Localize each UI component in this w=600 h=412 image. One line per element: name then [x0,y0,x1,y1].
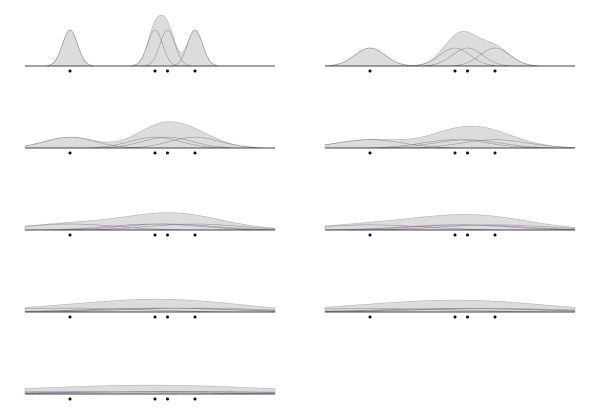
sample-point-3 [166,69,169,73]
kernel-curve-3 [324,224,576,231]
sample-point-2 [153,151,157,155]
kde-panel-8 [324,299,576,319]
sample-point-1 [68,397,72,401]
kde-panel-3 [24,121,276,155]
sample-point-2 [453,151,457,155]
sample-point-3 [466,315,469,319]
sample-point-3 [166,397,169,401]
kernel-curve-2 [24,223,276,231]
kde-panel-6 [324,214,576,237]
kernel-curve-4 [24,391,276,394]
sample-point-4 [493,151,497,155]
sample-point-3 [166,315,169,319]
kde-panel-4 [324,125,576,155]
sample-point-2 [453,233,457,237]
sample-point-4 [493,315,497,319]
sample-point-1 [368,315,372,319]
sample-point-4 [493,69,497,73]
sample-point-1 [368,233,372,237]
kernel-curve-4 [24,307,276,313]
kde-panel-1 [25,14,275,73]
kde-panel-5 [24,212,276,237]
sample-point-2 [153,315,157,319]
kernel-curve-4 [324,308,576,312]
kde-panel-2 [324,31,575,73]
kernel-curve-1 [24,391,276,394]
sample-point-4 [193,397,197,401]
sample-point-2 [453,315,457,319]
sample-point-1 [68,151,72,155]
kde-panel-9 [24,384,276,401]
sample-point-2 [153,69,157,73]
kde-total-area [24,212,276,231]
sample-point-1 [368,151,372,155]
sample-point-4 [193,69,197,73]
sample-point-2 [153,233,157,237]
sample-point-1 [368,69,372,73]
sample-point-4 [193,315,197,319]
sample-point-3 [466,151,469,155]
sample-point-4 [193,233,197,237]
sample-point-3 [166,151,169,155]
sample-point-1 [68,233,72,237]
sample-point-4 [193,151,197,155]
kde-total-area [25,14,275,67]
sample-point-3 [166,233,169,237]
sample-point-3 [466,69,469,73]
sample-point-2 [453,69,457,73]
kernel-curve-3 [24,307,276,312]
kde-total-area [324,214,576,231]
sample-point-3 [466,233,469,237]
kde-total-area [24,121,276,149]
sample-point-4 [493,233,497,237]
sample-point-1 [68,315,72,319]
kde-panel-7 [24,298,276,319]
sample-point-2 [153,397,157,401]
sample-point-1 [68,69,72,73]
kernel-curve-3 [324,308,576,312]
